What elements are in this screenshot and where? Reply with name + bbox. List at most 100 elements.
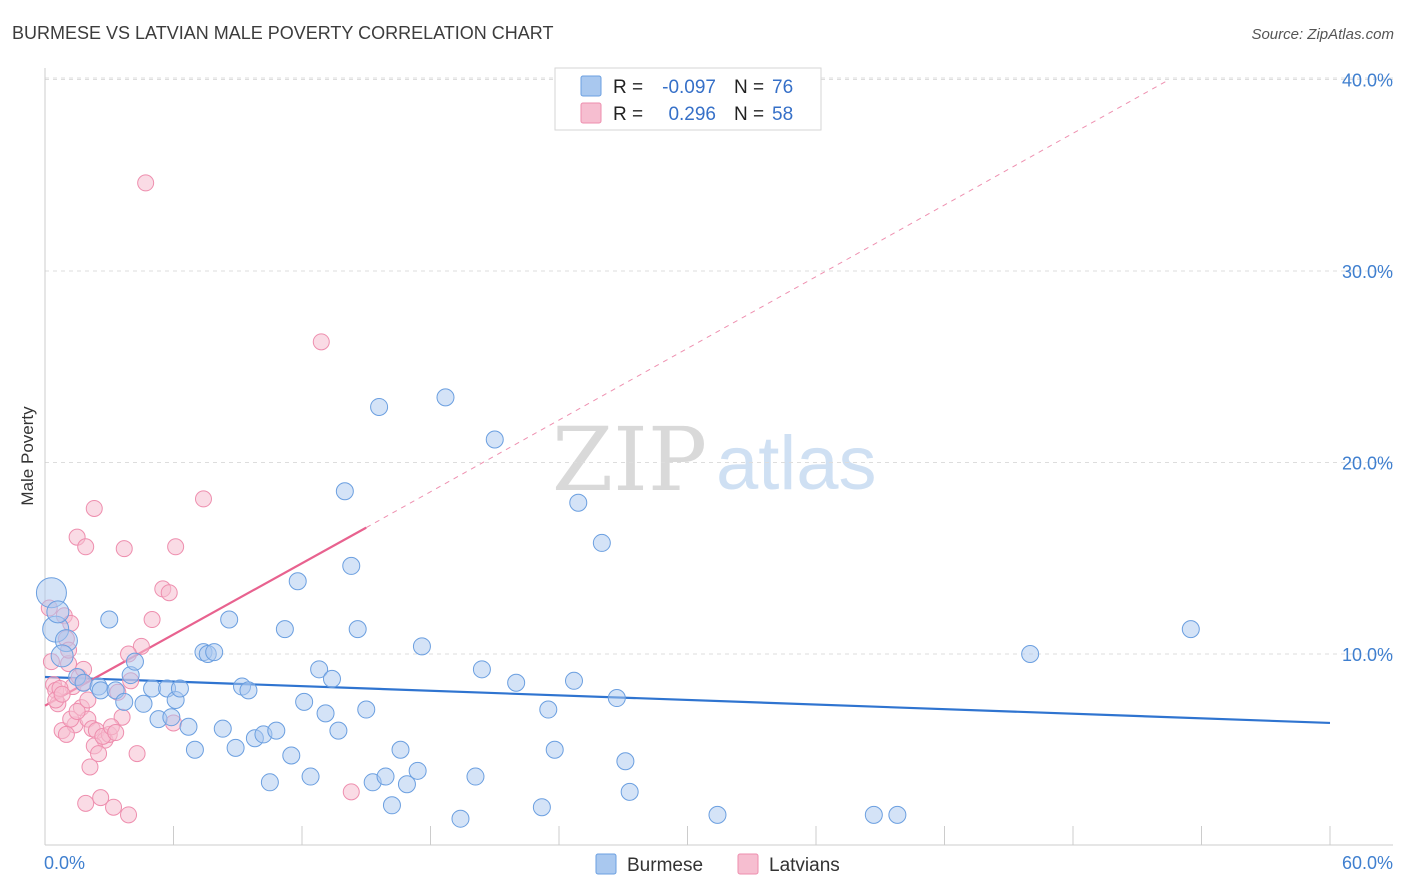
point-burmese-17 xyxy=(162,708,181,727)
point-burmese-52 xyxy=(397,775,416,794)
point-burmese-19 xyxy=(170,679,189,698)
point-latvians-39 xyxy=(115,540,133,558)
point-burmese-26 xyxy=(220,610,239,629)
point-burmese-35 xyxy=(282,746,301,765)
point-latvians-50 xyxy=(90,745,108,763)
watermark: ZIP atlas xyxy=(552,408,877,511)
point-burmese-60 xyxy=(507,673,526,692)
y-tick-label-30: 30.0% xyxy=(1342,262,1393,282)
point-latvians-35 xyxy=(342,783,360,801)
point-burmese-5 xyxy=(74,673,93,692)
point-burmese-49 xyxy=(376,767,395,786)
watermark-atlas: atlas xyxy=(716,421,877,506)
point-latvians-32 xyxy=(167,538,185,556)
point-latvians-17 xyxy=(81,758,99,776)
legend-n-value-burmese: 76 xyxy=(772,77,793,98)
point-burmese-50 xyxy=(382,796,401,815)
point-burmese-68 xyxy=(616,752,635,771)
point-burmese-27 xyxy=(226,738,245,757)
legend-swatch-burmese xyxy=(580,75,602,97)
point-latvians-29 xyxy=(143,611,161,629)
bottom-legend-swatch-burmese xyxy=(595,853,617,875)
legend-swatch-latvians xyxy=(580,102,602,124)
point-latvians-54 xyxy=(53,685,71,703)
point-burmese-70 xyxy=(708,805,727,824)
point-burmese-45 xyxy=(348,620,367,639)
point-burmese-58 xyxy=(472,660,491,679)
point-burmese-59 xyxy=(485,430,504,449)
y-tick-label-10: 10.0% xyxy=(1342,645,1393,665)
point-burmese-42 xyxy=(329,721,348,740)
point-burmese-10 xyxy=(115,692,134,711)
point-burmese-43 xyxy=(335,482,354,501)
y-tick-label-20: 20.0% xyxy=(1342,454,1393,474)
point-burmese-44 xyxy=(342,556,361,575)
legend-n-label-latvians: N = xyxy=(734,104,764,125)
point-burmese-29 xyxy=(239,681,258,700)
x-tick-label-min: 0.0% xyxy=(44,853,85,873)
y-tick-label-40: 40.0% xyxy=(1342,71,1393,91)
point-latvians-27 xyxy=(128,745,146,763)
point-burmese-25 xyxy=(213,719,232,738)
point-burmese-48 xyxy=(370,397,389,416)
series-legend: Burmese Latvians xyxy=(595,853,840,876)
trend-line-latvians xyxy=(44,526,367,707)
point-burmese-63 xyxy=(545,740,564,759)
point-latvians-26 xyxy=(120,806,138,824)
point-latvians-53 xyxy=(107,724,125,742)
point-latvians-31 xyxy=(160,584,178,602)
point-burmese-57 xyxy=(466,767,485,786)
bottom-legend-label-latvians: Latvians xyxy=(769,855,840,876)
point-burmese-34 xyxy=(275,620,294,639)
grid-lines xyxy=(45,77,1393,655)
point-latvians-28 xyxy=(137,174,155,192)
point-burmese-38 xyxy=(301,767,320,786)
point-burmese-73 xyxy=(1021,645,1040,663)
legend-r-value-burmese: -0.097 xyxy=(662,77,716,98)
y-axis-label: Male Poverty xyxy=(18,406,37,506)
point-burmese-75 xyxy=(46,600,70,624)
point-burmese-74 xyxy=(1181,620,1200,639)
point-burmese-36 xyxy=(288,572,307,591)
point-burmese-32 xyxy=(260,773,279,792)
point-burmese-54 xyxy=(412,637,431,656)
trend-line-latvians-extended xyxy=(366,79,1170,529)
point-burmese-14 xyxy=(143,679,162,698)
trend-line-burmese xyxy=(44,675,1331,725)
point-latvians-15 xyxy=(77,794,95,812)
point-latvians-37 xyxy=(77,538,95,556)
point-burmese-51 xyxy=(391,740,410,759)
source-label: Source: ZipAtlas.com xyxy=(1251,26,1394,43)
legend-r-value-latvians: 0.296 xyxy=(668,104,716,125)
point-burmese-37 xyxy=(295,692,314,711)
point-latvians-40 xyxy=(132,637,150,655)
point-burmese-21 xyxy=(185,740,204,759)
x-tick-label-max: 60.0% xyxy=(1342,853,1393,873)
point-burmese-69 xyxy=(620,782,639,801)
point-latvians-33 xyxy=(194,490,212,508)
point-burmese-24 xyxy=(205,643,224,662)
scatter-points xyxy=(35,174,1200,828)
point-latvians-20 xyxy=(92,789,110,807)
point-latvians-46 xyxy=(68,702,86,720)
point-burmese-64 xyxy=(564,671,583,690)
legend-r-label-burmese: R = xyxy=(613,77,643,98)
point-burmese-13 xyxy=(134,694,153,713)
point-latvians-23 xyxy=(105,798,123,816)
point-latvians-44 xyxy=(57,725,75,743)
point-latvians-38 xyxy=(85,499,103,517)
point-burmese-41 xyxy=(322,669,341,688)
point-burmese-62 xyxy=(539,700,558,719)
point-burmese-71 xyxy=(864,805,883,824)
trend-lines xyxy=(44,79,1331,725)
bottom-legend-swatch-latvians xyxy=(737,853,759,875)
point-burmese-46 xyxy=(357,700,376,719)
point-burmese-40 xyxy=(316,704,335,723)
point-burmese-65 xyxy=(569,493,588,512)
point-burmese-39 xyxy=(310,660,329,679)
bottom-legend-label-burmese: Burmese xyxy=(627,855,703,876)
point-burmese-7 xyxy=(91,681,110,700)
y-tick-labels: 10.0% 20.0% 30.0% 40.0% xyxy=(1342,71,1393,666)
point-burmese-56 xyxy=(451,809,470,828)
point-latvians-48 xyxy=(79,691,97,709)
